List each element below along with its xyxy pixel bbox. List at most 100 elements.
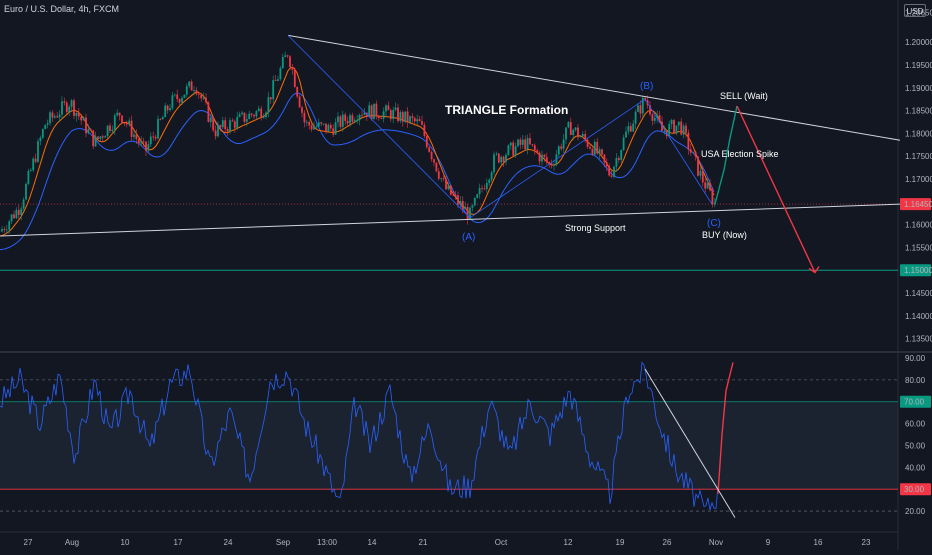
candle (277, 79, 279, 81)
rsi-projection-line (717, 362, 734, 494)
candle (267, 97, 270, 113)
candle (313, 126, 315, 130)
candle (593, 141, 596, 155)
rsi-trendline (644, 368, 736, 518)
candle (425, 136, 428, 148)
candle (149, 136, 152, 145)
candle (140, 141, 143, 144)
candle (161, 117, 164, 120)
candle (29, 170, 32, 172)
candle (536, 150, 539, 153)
candle (15, 209, 18, 219)
candle (104, 136, 107, 138)
candle (401, 112, 404, 122)
candle (339, 116, 342, 127)
candle (310, 125, 313, 130)
moving-average-slow (0, 92, 715, 251)
candle (231, 120, 234, 122)
election-label: USA Election Spike (701, 149, 779, 159)
candle (325, 123, 327, 132)
candle (581, 133, 584, 137)
candle (634, 111, 637, 124)
candle (562, 139, 565, 149)
candle (507, 145, 510, 155)
candle (281, 57, 284, 69)
candle (490, 172, 493, 180)
candle (109, 125, 111, 131)
time-tick-label: 9 (766, 538, 771, 547)
candle (553, 163, 555, 166)
candle (550, 163, 553, 166)
candle (207, 102, 210, 122)
buy-label: BUY (Now) (702, 230, 747, 240)
candle (380, 118, 383, 119)
rsi-tick-label: 20.00 (905, 507, 926, 516)
candle (87, 129, 90, 134)
candle (315, 126, 318, 128)
candle (89, 129, 92, 131)
candle (308, 121, 311, 126)
wave-c-label: (C) (707, 218, 721, 229)
candle (653, 117, 656, 121)
candle (41, 129, 44, 138)
candle (478, 188, 481, 195)
time-tick-label: Nov (709, 538, 723, 547)
currency-badge[interactable]: USD (904, 4, 926, 17)
rsi-upper-badge: 70.00 (904, 398, 925, 407)
candle (349, 115, 351, 124)
candle (447, 185, 450, 190)
candle (625, 131, 627, 138)
support-label: Strong Support (565, 223, 626, 233)
candle (61, 101, 63, 115)
candle (265, 112, 267, 117)
candle (241, 112, 243, 115)
candle (601, 149, 603, 155)
projection-up-line (714, 105, 738, 205)
candle (152, 136, 155, 138)
candle (272, 80, 275, 100)
candle (238, 114, 241, 117)
candle (193, 90, 195, 91)
candle (73, 100, 75, 116)
candle (341, 114, 344, 127)
candle (173, 94, 176, 96)
candle (399, 112, 402, 122)
wave-a-label: (A) (462, 232, 475, 243)
candle (34, 158, 37, 162)
candle (121, 115, 123, 123)
triangle-lower-line (0, 203, 901, 237)
candle (293, 69, 296, 88)
candle (610, 175, 613, 177)
candle (596, 141, 599, 154)
candle (51, 112, 54, 118)
candle (471, 205, 474, 208)
current-price-badge: 1.16450 (904, 200, 932, 209)
time-tick-label: Sep (276, 538, 291, 547)
candle (46, 123, 49, 125)
candle (449, 185, 452, 195)
time-tick-label: 23 (862, 538, 871, 547)
candle (697, 156, 699, 176)
candle (706, 182, 709, 189)
triangle-label: TRIANGLE Formation (445, 103, 568, 117)
candle (603, 154, 606, 163)
price-tick-label: 1.18500 (905, 107, 932, 116)
candle (94, 136, 97, 147)
candle (101, 136, 104, 138)
candle (557, 146, 560, 155)
candle (13, 214, 15, 219)
candle (286, 55, 289, 57)
candle (423, 124, 426, 137)
candle (39, 137, 42, 142)
symbol-title[interactable]: Euro / U.S. Dollar, 4h, FXCM (4, 4, 120, 14)
candle (113, 115, 116, 130)
price-tick-label: 1.13500 (905, 335, 932, 344)
candle (605, 162, 608, 167)
candle (171, 95, 174, 109)
candle (344, 114, 347, 121)
candle (183, 94, 186, 98)
candle (481, 188, 483, 189)
candle (476, 194, 479, 198)
